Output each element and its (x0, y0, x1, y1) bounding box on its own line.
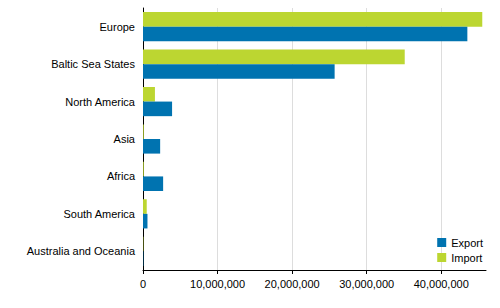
svg-text:30,000,000: 30,000,000 (339, 278, 394, 290)
svg-text:Baltic Sea States: Baltic Sea States (51, 58, 135, 70)
svg-text:Asia: Asia (114, 133, 136, 145)
svg-text:Australia and Oceania: Australia and Oceania (27, 245, 136, 257)
svg-text:Europe: Europe (100, 21, 135, 33)
svg-text:North America: North America (65, 96, 136, 108)
svg-text:South America: South America (63, 208, 135, 220)
svg-text:Import: Import (451, 252, 482, 264)
svg-text:Africa: Africa (107, 170, 136, 182)
svg-text:40,000,000: 40,000,000 (414, 278, 469, 290)
svg-text:Export: Export (451, 237, 483, 249)
svg-text:10,000,000: 10,000,000 (190, 278, 245, 290)
svg-text:0: 0 (140, 278, 146, 290)
svg-text:20,000,000: 20,000,000 (265, 278, 320, 290)
